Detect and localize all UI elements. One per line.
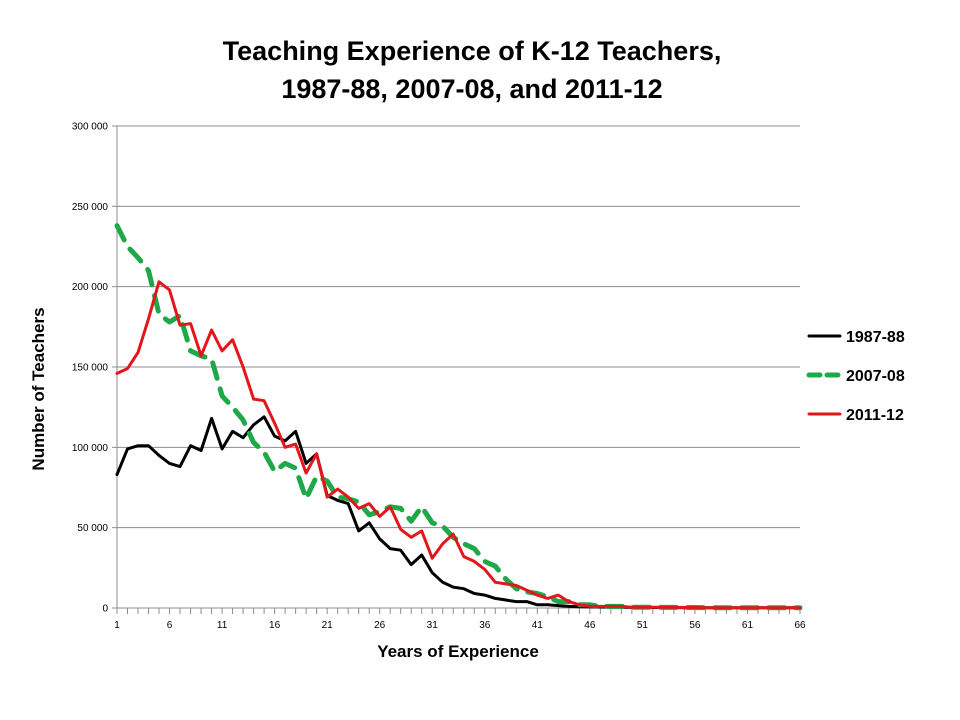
x-tick-label: 6 bbox=[167, 620, 173, 631]
x-tick-label: 1 bbox=[114, 620, 120, 631]
y-tick-label: 50 000 bbox=[77, 523, 108, 534]
grid-layer bbox=[117, 125, 800, 529]
y-tick-label: 100 000 bbox=[72, 443, 109, 454]
x-tick-label: 46 bbox=[584, 620, 596, 631]
series-line-2011-12 bbox=[115, 280, 802, 610]
series-line-1987-88 bbox=[115, 415, 802, 610]
x-tick-label: 36 bbox=[479, 620, 491, 631]
x-tick-label: 11 bbox=[217, 620, 228, 631]
legend: 1987-88 2007-08 2011-12 bbox=[806, 329, 905, 424]
x-tick-label: 61 bbox=[742, 620, 754, 631]
x-tick-label: 41 bbox=[532, 620, 544, 631]
y-tick-label: 200 000 bbox=[72, 282, 109, 293]
legend-label-2011-12: 2011-12 bbox=[846, 407, 904, 424]
axis-layer: 0 50 000 100 000 150 000 200 000 250 000 300 0… bbox=[72, 122, 806, 632]
y-tick-label: 300 000 bbox=[72, 122, 109, 133]
x-tick-label: 66 bbox=[794, 620, 806, 631]
x-tick-label: 16 bbox=[269, 620, 281, 631]
x-tick-label: 56 bbox=[689, 620, 701, 631]
legend-label-2007-08: 2007-08 bbox=[846, 368, 905, 385]
series-line-2007-08 bbox=[114, 223, 803, 611]
y-tick-label: 250 000 bbox=[72, 202, 109, 213]
chart-title-line-1: Teaching Experience of K-12 Teachers, bbox=[223, 36, 722, 66]
y-tick-label: 150 000 bbox=[72, 363, 109, 374]
x-tick-label: 21 bbox=[322, 620, 334, 631]
x-tick-label: 26 bbox=[374, 620, 386, 631]
series-layer bbox=[114, 223, 803, 611]
y-axis-label: Number of Teachers bbox=[29, 307, 48, 470]
x-tick-label: 31 bbox=[427, 620, 439, 631]
y-tick-label: 0 bbox=[102, 604, 108, 615]
chart-title-line-2: 1987-88, 2007-08, and 2011-12 bbox=[281, 74, 662, 104]
legend-label-1987-88: 1987-88 bbox=[846, 329, 905, 346]
x-tick-label: 51 bbox=[637, 620, 649, 631]
x-axis-label: Years of Experience bbox=[377, 642, 539, 661]
